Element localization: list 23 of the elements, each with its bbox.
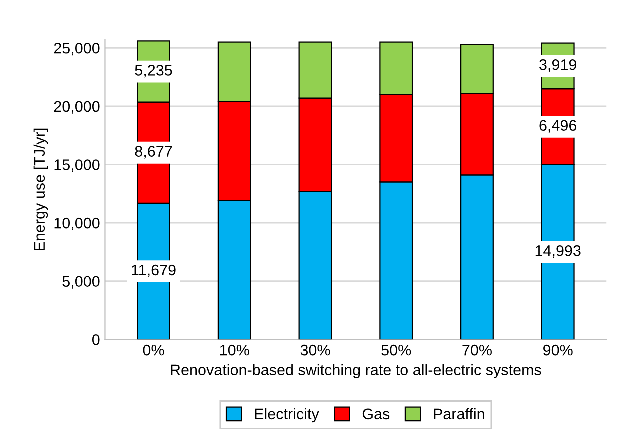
legend-label: Gas xyxy=(362,408,390,420)
y-tick-label: 20,000 xyxy=(54,101,100,114)
x-tick-label: 90% xyxy=(544,344,573,356)
data-label: 3,919 xyxy=(540,60,576,72)
y-axis-title: Energy use [TJ/yr] xyxy=(34,128,48,251)
data-label: 5,235 xyxy=(135,65,172,78)
data-label: 6,496 xyxy=(540,120,577,133)
data-label: 11,679 xyxy=(132,264,176,278)
x-tick-label: 30% xyxy=(300,344,330,356)
x-tick-label: 70% xyxy=(462,344,492,356)
x-tick-label: 50% xyxy=(382,344,412,356)
legend-label: Electricity xyxy=(255,408,320,423)
data-label: 8,677 xyxy=(135,146,172,159)
data-label: 14,993 xyxy=(536,246,581,258)
legend-label: Paraffin xyxy=(434,408,484,420)
y-tick-label: 25,000 xyxy=(54,42,100,56)
x-axis-title: Renovation-based switching rate to all-electric systems xyxy=(171,364,542,379)
y-tick-label: 10,000 xyxy=(54,218,100,231)
x-tick-label: 10% xyxy=(220,344,250,356)
x-tick-label: 0% xyxy=(143,344,164,356)
y-tick-label: 15,000 xyxy=(54,160,100,172)
y-tick-label: 0 xyxy=(92,334,100,346)
y-tick-label: 5,000 xyxy=(62,276,100,289)
